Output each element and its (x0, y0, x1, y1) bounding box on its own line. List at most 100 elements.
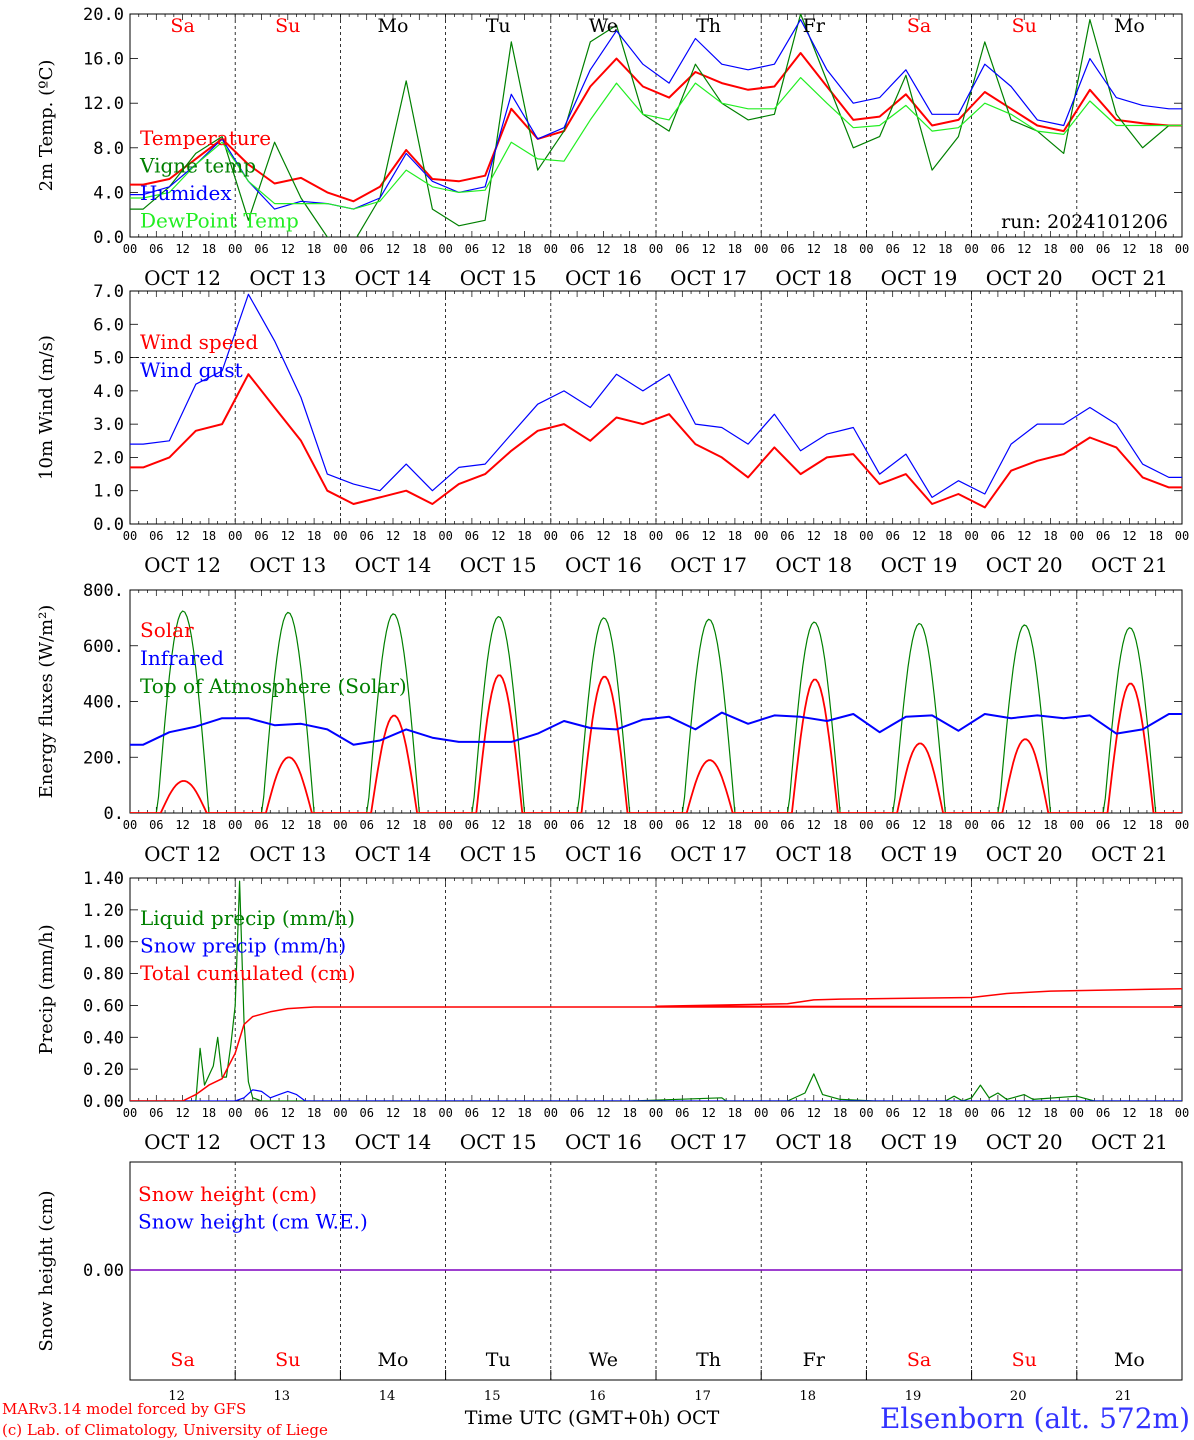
hour-tick-label: 00 (333, 1106, 347, 1120)
legend-wind-gust: Wind gust (140, 358, 243, 382)
hour-tick-label: 12 (491, 242, 505, 256)
hour-tick-label: 12 (281, 529, 295, 543)
date-label: OCT 13 (249, 266, 326, 290)
date-label: OCT 20 (986, 1130, 1063, 1154)
hour-tick-label: 00 (649, 818, 663, 832)
hour-tick-label: 18 (1043, 242, 1057, 256)
legend-infrared: Infrared (140, 646, 224, 670)
hour-tick-label: 00 (964, 1106, 978, 1120)
hour-tick-label: 00 (1070, 818, 1084, 832)
y-tick-label: 400. (83, 693, 124, 713)
hour-tick-label: 18 (728, 529, 742, 543)
hour-tick-label: 00 (964, 529, 978, 543)
hour-tick-label: 18 (517, 529, 531, 543)
y-tick-label: 0.40 (83, 1028, 124, 1048)
hour-tick-label: 06 (780, 529, 794, 543)
hour-tick-label: 06 (254, 818, 268, 832)
hour-tick-label: 06 (149, 1106, 163, 1120)
hour-tick-label: 18 (938, 1106, 952, 1120)
date-label: OCT 20 (986, 842, 1063, 866)
station-name: Elsenborn (alt. 572m) (880, 1402, 1190, 1435)
hour-tick-label: 12 (491, 818, 505, 832)
hour-tick-label: 18 (307, 529, 321, 543)
hour-tick-label: 18 (833, 1106, 847, 1120)
hour-tick-label: 18 (202, 1106, 216, 1120)
hour-tick-label: 00 (754, 1106, 768, 1120)
date-label: OCT 16 (565, 1130, 642, 1154)
weekday-label: Su (275, 15, 300, 37)
series-line-wind-speed (130, 373, 1182, 509)
date-label: OCT 20 (986, 553, 1063, 577)
hour-tick-label: 06 (991, 242, 1005, 256)
hour-tick-label: 12 (596, 818, 610, 832)
hour-tick-label: 18 (517, 1106, 531, 1120)
hour-tick-label: 18 (728, 242, 742, 256)
y-axis-label: Energy fluxes (W/m²) (36, 605, 57, 799)
hour-tick-label: 00 (1070, 1106, 1084, 1120)
y-tick-label: 600. (83, 637, 124, 657)
day-number-label: 20 (1010, 1389, 1027, 1404)
hour-tick-label: 12 (386, 1106, 400, 1120)
hour-tick-label: 18 (1043, 1106, 1057, 1120)
hour-tick-label: 06 (570, 529, 584, 543)
hour-tick-label: 12 (912, 242, 926, 256)
hour-tick-label: 00 (754, 529, 768, 543)
hour-tick-label: 00 (1175, 242, 1189, 256)
hour-tick-label: 06 (675, 242, 689, 256)
date-label: OCT 18 (775, 1130, 852, 1154)
hour-tick-label: 12 (807, 529, 821, 543)
hour-tick-label: 18 (1148, 1106, 1162, 1120)
hour-tick-label: 00 (228, 818, 242, 832)
date-label: OCT 19 (881, 842, 958, 866)
weekday-label: Th (696, 15, 721, 37)
weekday-label: Tu (486, 15, 511, 37)
hour-tick-label: 12 (175, 242, 189, 256)
hour-tick-label: 00 (228, 1106, 242, 1120)
hour-tick-label: 12 (1017, 1106, 1031, 1120)
hour-tick-label: 06 (254, 529, 268, 543)
hour-tick-label: 00 (649, 1106, 663, 1120)
hour-tick-label: 06 (780, 242, 794, 256)
legend-snow-precip-mm-h: Snow precip (mm/h) (140, 934, 346, 958)
hour-tick-label: 18 (202, 242, 216, 256)
weekday-label: Th (696, 1349, 721, 1371)
weekday-label: Su (1012, 1349, 1037, 1371)
date-label: OCT 21 (1091, 1130, 1168, 1154)
hour-tick-label: 18 (938, 242, 952, 256)
hour-tick-label: 06 (254, 1106, 268, 1120)
legend-humidex: Humidex (140, 181, 232, 205)
series-line-toa-solar (130, 610, 1182, 813)
legend-liquid-precip-mm-h: Liquid precip (mm/h) (140, 906, 355, 930)
y-tick-label: 4.0 (93, 183, 124, 203)
hour-tick-label: 00 (1175, 818, 1189, 832)
legend-dewpoint-temp: DewPoint Temp (140, 209, 299, 233)
y-tick-label: 12.0 (83, 94, 124, 114)
hour-tick-label: 12 (386, 242, 400, 256)
date-label: OCT 12 (144, 553, 221, 577)
hour-tick-label: 18 (202, 529, 216, 543)
weekday-label: Sa (907, 15, 931, 37)
date-label: OCT 16 (565, 553, 642, 577)
legend-vigne-temp: Vigne temp (139, 154, 256, 178)
date-label: OCT 13 (249, 1130, 326, 1154)
hour-tick-label: 00 (438, 242, 452, 256)
date-label: OCT 14 (355, 1130, 432, 1154)
hour-tick-label: 06 (675, 1106, 689, 1120)
hour-tick-label: 18 (833, 529, 847, 543)
hour-tick-label: 06 (359, 529, 373, 543)
hour-tick-label: 18 (307, 242, 321, 256)
day-number-label: 16 (589, 1389, 606, 1404)
date-label: OCT 19 (881, 266, 958, 290)
series-line-solar (130, 674, 1182, 813)
date-label: OCT 15 (460, 1130, 537, 1154)
hour-tick-label: 00 (333, 818, 347, 832)
hour-tick-label: 00 (649, 529, 663, 543)
y-tick-label: 0.0 (93, 228, 124, 248)
hour-tick-label: 18 (622, 818, 636, 832)
hour-tick-label: 12 (281, 1106, 295, 1120)
y-tick-label: 0.80 (83, 965, 124, 985)
hour-tick-label: 00 (544, 242, 558, 256)
hour-tick-label: 12 (807, 242, 821, 256)
hour-tick-label: 18 (622, 1106, 636, 1120)
hour-tick-label: 12 (386, 529, 400, 543)
